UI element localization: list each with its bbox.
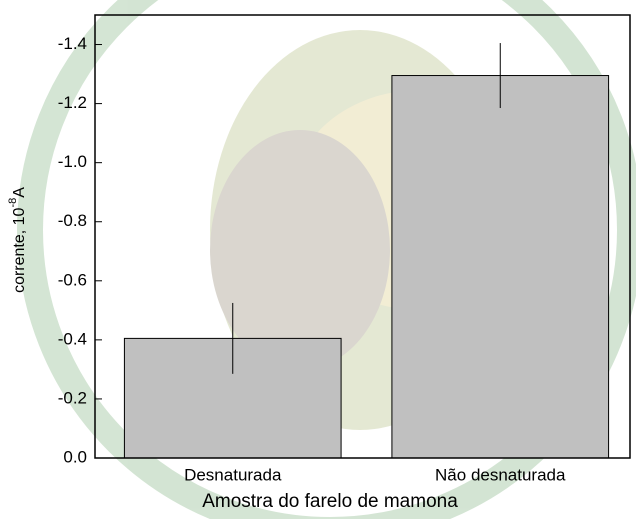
x-tick-label: Desnaturada: [184, 465, 282, 484]
y-tick-label: -0.8: [58, 211, 87, 230]
y-axis-title-text: corrente, 10: [11, 207, 28, 292]
bar: [392, 76, 609, 458]
y-axis-title-sup: -8: [7, 198, 19, 208]
y-tick-label: 0.0: [63, 447, 87, 466]
y-axis-title-unit: A: [11, 187, 28, 198]
y-tick-label: -1.2: [58, 93, 87, 112]
y-tick-label: -1.0: [58, 152, 87, 171]
chart: Amostra do farelo de mamona corrente, 10…: [0, 0, 636, 519]
y-tick-label: -1.4: [58, 34, 87, 53]
y-tick-label: -0.6: [58, 270, 87, 289]
x-axis-title: Amostra do farelo de mamona: [202, 491, 458, 512]
y-tick-label: -0.4: [58, 329, 87, 348]
y-tick-label: -0.2: [58, 388, 87, 407]
x-tick-label: Não desnaturada: [435, 465, 566, 484]
